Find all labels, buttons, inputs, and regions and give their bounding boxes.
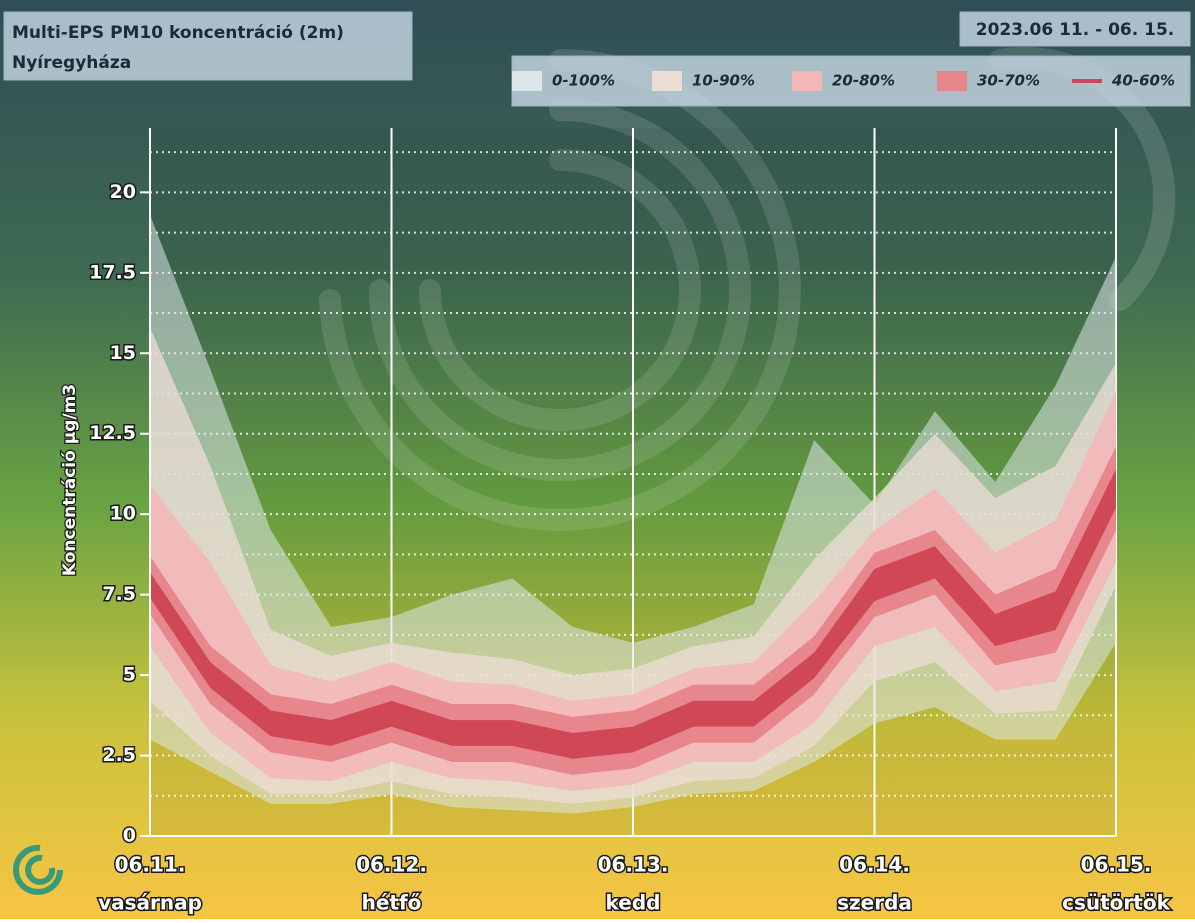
- legend-label: 20-80%: [832, 72, 895, 90]
- legend-swatch: [512, 71, 542, 91]
- legend-swatch: [652, 71, 682, 91]
- legend-swatch: [937, 71, 967, 91]
- x-tick-label: 06.11.: [115, 853, 186, 877]
- x-tick-label: 06.13.: [598, 853, 669, 877]
- y-tick-label: 7.5: [102, 583, 136, 605]
- chart: 0 2.5 5 7.5 10 12.5 15 17.5 20 06.11. vasárnap 06.1…: [0, 0, 1195, 919]
- x-tick-sublabel: kedd: [606, 891, 661, 915]
- y-axis-label: Koncentráció µg/m3: [60, 384, 80, 576]
- y-tick-label: 10: [110, 503, 136, 525]
- y-tick-label: 2.5: [102, 744, 136, 766]
- x-tick-sublabel: szerda: [837, 891, 912, 915]
- y-tick-label: 12.5: [89, 422, 136, 444]
- y-tick-label: 20: [110, 181, 136, 203]
- chart-subtitle: Nyíregyháza: [12, 53, 131, 73]
- x-tick-sublabel: vasárnap: [98, 891, 202, 915]
- y-tick-label: 15: [110, 342, 136, 364]
- y-tick-label: 17.5: [89, 261, 136, 283]
- legend-label: 10-90%: [692, 72, 755, 90]
- legend-label: 40-60%: [1111, 72, 1175, 90]
- date-range: 2023.06 11. - 06. 15.: [976, 20, 1175, 40]
- y-tick-label: 0: [123, 825, 136, 847]
- legend-label: 0-100%: [552, 72, 615, 90]
- x-tick-label: 06.15.: [1081, 853, 1152, 877]
- y-tick-label: 5: [123, 664, 136, 686]
- x-tick-label: 06.14.: [839, 853, 910, 877]
- legend-label: 30-70%: [977, 72, 1040, 90]
- legend-swatch: [792, 71, 822, 91]
- chart-title: Multi-EPS PM10 koncentráció (2m): [12, 23, 344, 43]
- x-tick-sublabel: csütörtök: [1062, 891, 1170, 915]
- x-tick-sublabel: hétfő: [362, 891, 422, 915]
- x-tick-label: 06.12.: [356, 853, 427, 877]
